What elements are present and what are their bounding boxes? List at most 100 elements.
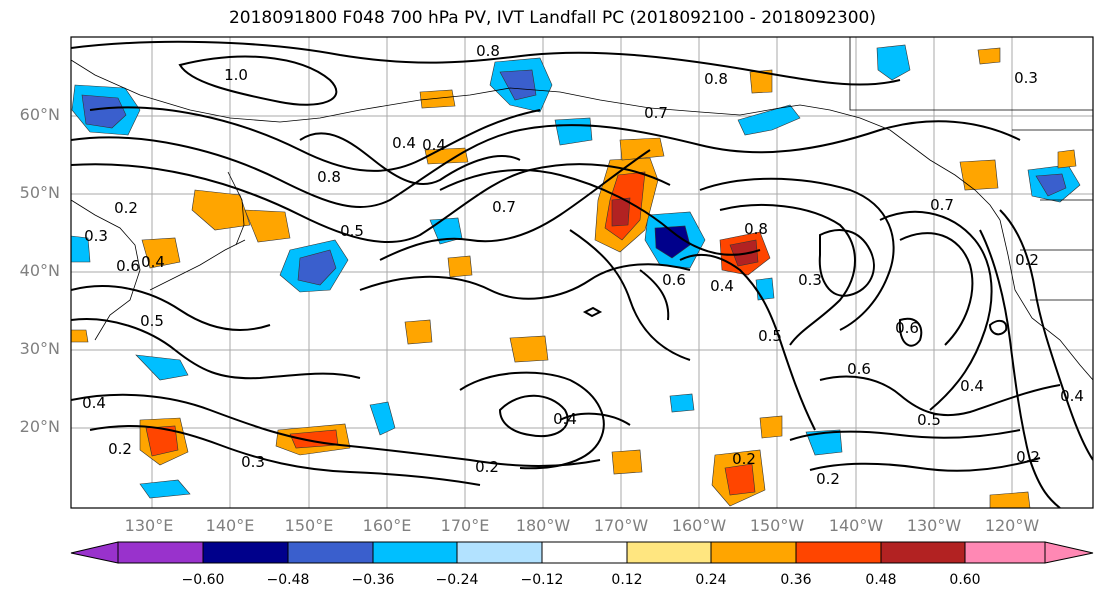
contour-label: 0.3 xyxy=(798,271,822,289)
contour-label: 0.4 xyxy=(422,136,446,154)
colorbar-tick-label: −0.24 xyxy=(435,572,479,588)
map-frame xyxy=(70,36,1094,509)
map-title: 2018091800 F048 700 hPa PV, IVT Landfall… xyxy=(228,8,876,28)
neg-anomaly xyxy=(369,401,396,436)
colorbar-bin xyxy=(117,541,204,564)
coastlines xyxy=(71,37,1093,381)
lat-label: 40°N xyxy=(19,261,60,280)
colorbar-tick-label: 0.36 xyxy=(780,572,812,588)
contour-label: 0.3 xyxy=(241,453,265,471)
pos-anomaly xyxy=(509,335,549,363)
pos-anomaly xyxy=(447,255,473,278)
pos-anomaly xyxy=(419,89,456,109)
pos-anomaly xyxy=(759,415,783,439)
lat-label: 20°N xyxy=(19,417,60,436)
pos-anomaly xyxy=(404,319,433,345)
neg-anomaly xyxy=(139,479,191,499)
neg-anomaly xyxy=(1035,173,1067,197)
pos-anomaly xyxy=(724,463,756,496)
lon-label: 170°W xyxy=(593,516,649,535)
colorbar-bin xyxy=(541,541,628,564)
contour-label: 0.2 xyxy=(1015,251,1039,269)
colorbar-bin xyxy=(964,541,1046,564)
contour-label: 0.4 xyxy=(960,377,984,395)
lon-label: 160°E xyxy=(362,516,412,535)
lon-label: 130°W xyxy=(906,516,962,535)
contour-label: 0.4 xyxy=(141,253,165,271)
neg-anomaly xyxy=(71,235,91,263)
contour-label: 0.2 xyxy=(475,458,499,476)
pos-anomaly xyxy=(145,425,179,457)
contour-label: 0.5 xyxy=(140,312,164,330)
colorbar-tick-label: 0.48 xyxy=(865,572,897,588)
pos-anomaly xyxy=(619,137,665,161)
pos-anomaly xyxy=(959,159,999,191)
colorbar xyxy=(70,541,1094,564)
contour-label: 0.2 xyxy=(114,199,138,217)
contour-label: 0.5 xyxy=(340,222,364,240)
contour-label: 0.2 xyxy=(732,450,756,468)
lon-label: 130°E xyxy=(124,516,174,535)
pv-anomaly-fills xyxy=(71,44,1081,508)
contour-label: 1.0 xyxy=(224,66,248,84)
neg-anomaly xyxy=(669,393,695,413)
pos-anomaly xyxy=(191,189,251,231)
lat-label: 30°N xyxy=(19,339,60,358)
pos-anomaly xyxy=(141,237,181,269)
lon-label: 150°W xyxy=(749,516,805,535)
lon-label: 150°E xyxy=(284,516,334,535)
neg-anomaly xyxy=(654,225,691,259)
contour-label: 0.6 xyxy=(847,360,871,378)
neg-anomaly xyxy=(429,217,463,245)
neg-anomaly xyxy=(499,69,537,101)
contour-label: 0.4 xyxy=(392,134,416,152)
pos-anomaly xyxy=(611,449,643,475)
neg-anomaly xyxy=(805,429,843,456)
contour-label: 0.4 xyxy=(553,410,577,428)
colorbar-tick-label: −0.48 xyxy=(266,572,310,588)
lon-label: 140°W xyxy=(828,516,884,535)
lon-label: 170°E xyxy=(440,516,490,535)
lon-label: 180°W xyxy=(515,516,571,535)
colorbar-bin xyxy=(626,541,712,564)
neg-anomaly xyxy=(297,249,337,286)
colorbar-bin xyxy=(880,541,966,564)
pv-contours xyxy=(71,40,1093,508)
contour-label: 0.5 xyxy=(917,411,941,429)
colorbar-tick-label: −0.36 xyxy=(351,572,395,588)
pos-anomaly xyxy=(749,69,773,94)
colorbar-tick-label: 0.60 xyxy=(949,572,981,588)
colorbar-bin xyxy=(710,541,797,564)
lat-label: 50°N xyxy=(19,183,60,202)
neg-anomaly xyxy=(554,117,593,146)
colorbar-tick-label: −0.12 xyxy=(520,572,564,588)
contour-label: 0.4 xyxy=(710,277,734,295)
contour-label: 0.8 xyxy=(476,42,500,60)
lat-label: 60°N xyxy=(19,105,60,124)
contour-label: 0.3 xyxy=(84,227,108,245)
colorbar-tick-label: 0.24 xyxy=(695,572,727,588)
contour-label: 0.8 xyxy=(704,70,728,88)
colorbar-low-arrow xyxy=(70,541,119,564)
contour-label: 0.7 xyxy=(644,104,668,122)
colorbar-bin xyxy=(287,541,374,564)
contour-label: 0.6 xyxy=(662,271,686,289)
pos-anomaly xyxy=(989,491,1031,508)
contour-label: 0.4 xyxy=(82,394,106,412)
contour-label: 0.8 xyxy=(317,168,341,186)
colorbar-bin xyxy=(456,541,543,564)
lon-label: 120°W xyxy=(984,516,1040,535)
contour-label: 0.6 xyxy=(895,319,919,337)
colorbar-bin xyxy=(202,541,289,564)
neg-anomaly xyxy=(135,354,189,381)
neg-anomaly xyxy=(81,94,127,129)
lon-label: 160°W xyxy=(671,516,727,535)
contour-label: 0.2 xyxy=(816,470,840,488)
neg-anomaly xyxy=(876,44,911,81)
contour-label: 0.3 xyxy=(1014,69,1038,87)
lon-label: 140°E xyxy=(205,516,255,535)
contour-label: 0.5 xyxy=(758,327,782,345)
contour-label: 0.7 xyxy=(930,196,954,214)
colorbar-bin xyxy=(372,541,458,564)
